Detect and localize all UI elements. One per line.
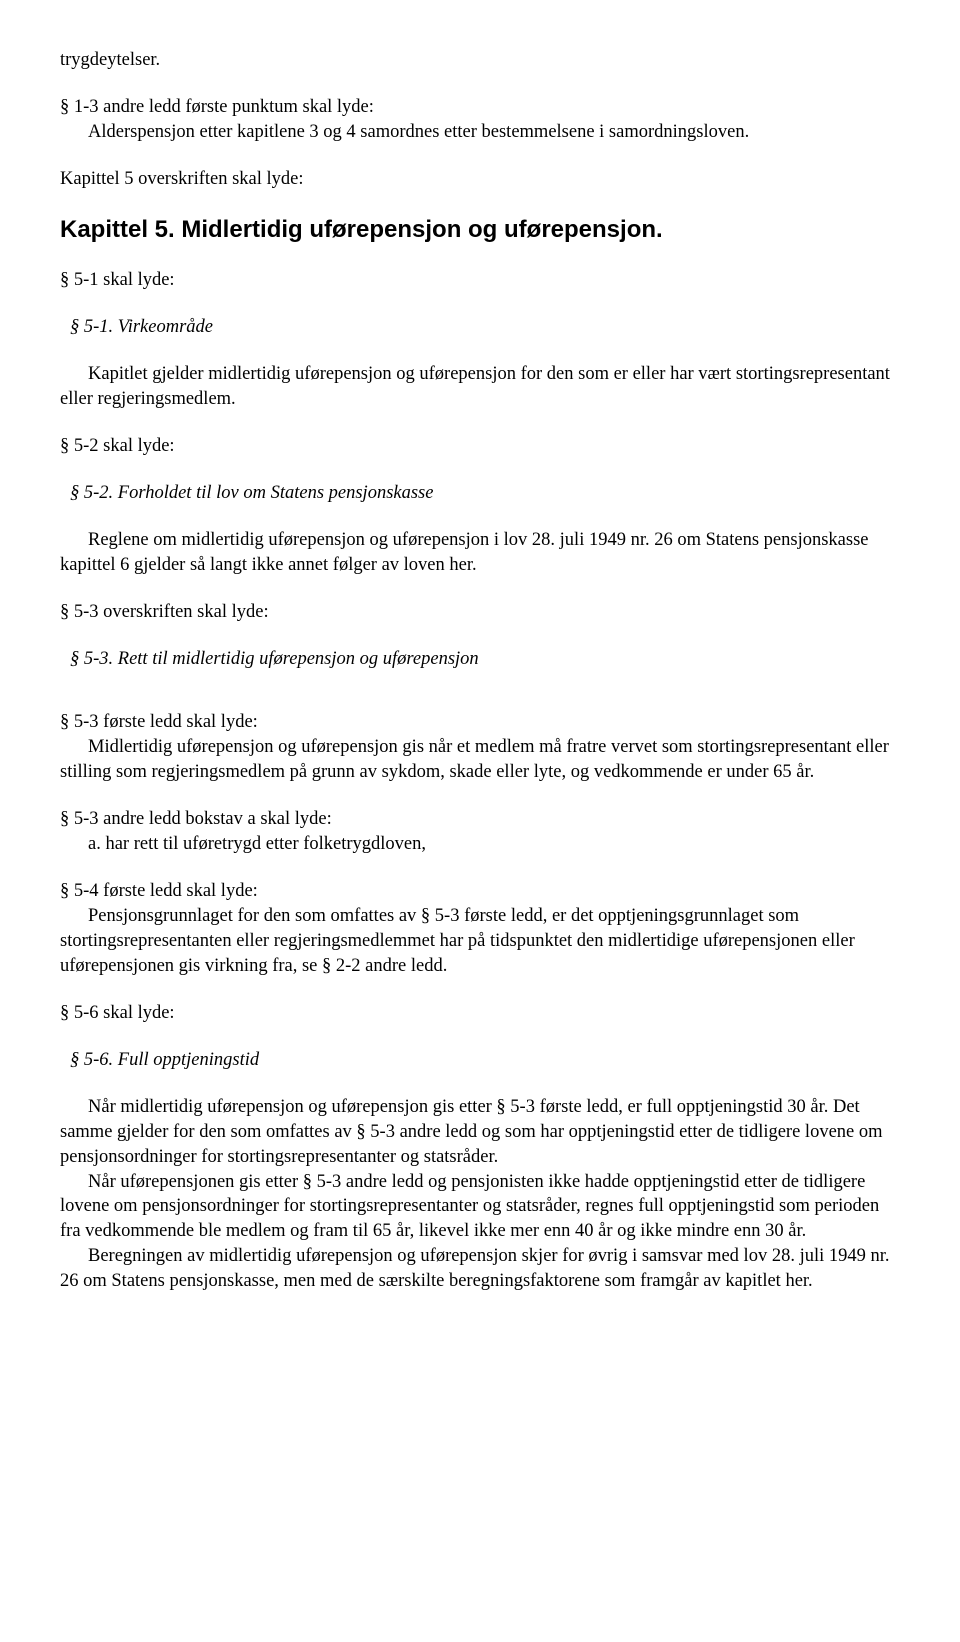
section-5-2-title: § 5-2. Forholdet til lov om Statens pens… <box>70 481 900 506</box>
section-5-3-first-lead: § 5-3 første ledd skal lyde: <box>60 710 900 735</box>
section-5-6-label: § 5-6 skal lyde: <box>60 1001 900 1026</box>
section-5-3-second-a: § 5-3 andre ledd bokstav a skal lyde: a.… <box>60 807 900 857</box>
section-5-1-body: Kapitlet gjelder midlertidig uførepensjo… <box>60 362 900 412</box>
section-5-1-label: § 5-1 skal lyde: <box>60 268 900 293</box>
section-1-3-body: Alderspensjon etter kapitlene 3 og 4 sam… <box>60 120 900 145</box>
chapter-5-label: Kapittel 5 overskriften skal lyde: <box>60 167 900 192</box>
section-5-6-body: Når midlertidig uførepensjon og uførepen… <box>60 1095 900 1295</box>
section-5-3-heading-label: § 5-3 overskriften skal lyde: <box>60 600 900 625</box>
section-5-4-first-body: Pensjonsgrunnlaget for den som omfattes … <box>60 904 900 979</box>
section-5-6-title: § 5-6. Full opptjeningstid <box>70 1048 900 1073</box>
section-5-2-label: § 5-2 skal lyde: <box>60 434 900 459</box>
paragraph-trygdeytelser: trygdeytelser. <box>60 48 900 73</box>
section-5-4-first: § 5-4 første ledd skal lyde: Pensjonsgru… <box>60 879 900 979</box>
section-5-3-first-body: Midlertidig uførepensjon og uførepensjon… <box>60 735 900 785</box>
section-5-6-body-c: Beregningen av midlertidig uførepensjon … <box>60 1244 900 1294</box>
section-5-3-second-a-body: a. har rett til uføretrygd etter folketr… <box>60 832 900 857</box>
section-5-2-body: Reglene om midlertidig uførepensjon og u… <box>60 528 900 578</box>
section-5-6-body-b: Når uførepensjonen gis etter § 5-3 andre… <box>60 1170 900 1245</box>
section-5-6-body-a: Når midlertidig uførepensjon og uførepen… <box>60 1095 900 1170</box>
section-5-3-title: § 5-3. Rett til midlertidig uførepensjon… <box>70 647 900 672</box>
section-1-3: § 1-3 andre ledd første punktum skal lyd… <box>60 95 900 145</box>
section-5-4-first-lead: § 5-4 første ledd skal lyde: <box>60 879 900 904</box>
section-1-3-lead: § 1-3 andre ledd første punktum skal lyd… <box>60 95 900 120</box>
section-5-1-title: § 5-1. Virkeområde <box>70 315 900 340</box>
section-5-3-second-a-lead: § 5-3 andre ledd bokstav a skal lyde: <box>60 807 900 832</box>
document-body: trygdeytelser. § 1-3 andre ledd første p… <box>60 48 900 1294</box>
section-5-3-first: § 5-3 første ledd skal lyde: Midlertidig… <box>60 710 900 785</box>
chapter-5-heading: Kapittel 5. Midlertidig uførepensjon og … <box>60 214 900 246</box>
